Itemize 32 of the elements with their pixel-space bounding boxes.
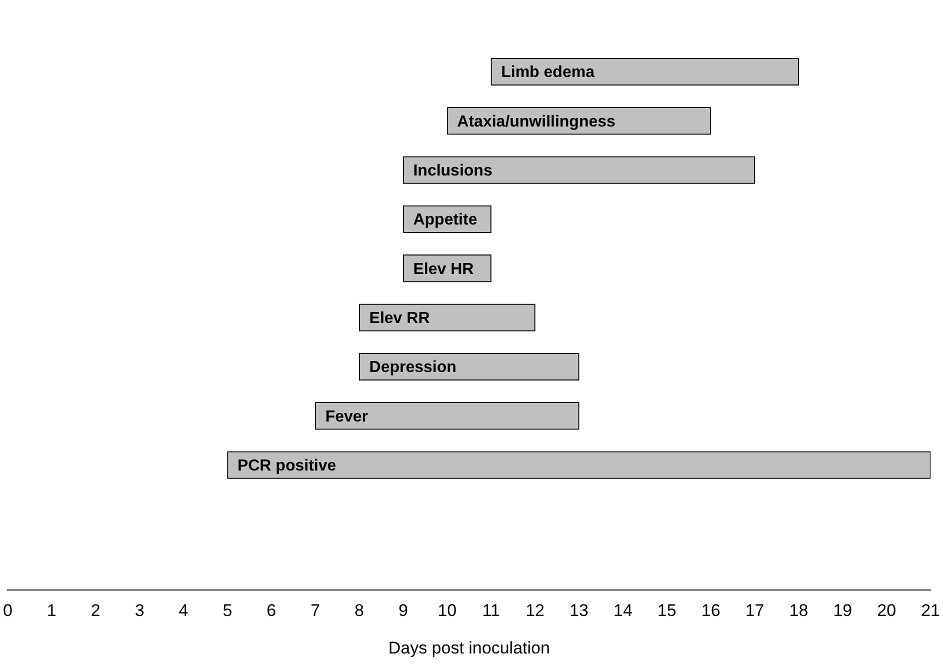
x-tick-label: 15: [657, 601, 676, 620]
x-tick-label: 9: [398, 601, 408, 620]
x-axis-title: Days post inoculation: [388, 638, 550, 658]
x-tick-label: 19: [833, 601, 852, 620]
x-tick-label: 11: [482, 601, 500, 620]
x-tick-label: 4: [178, 601, 188, 620]
x-tick-label: 2: [90, 601, 100, 620]
y-tick-label: Appetite: [413, 212, 478, 229]
x-tick-label: 20: [877, 601, 896, 620]
y-tick-label: Elev RR: [369, 310, 430, 327]
x-tick-label: 12: [526, 601, 545, 620]
x-tick-label: 18: [789, 601, 808, 620]
y-tick-label: PCR positive: [237, 457, 336, 474]
x-tick-label: 21: [921, 601, 940, 620]
x-tick-label: 0: [2, 601, 12, 620]
x-tick-label: 16: [701, 601, 720, 620]
y-tick-label: Ataxia/unwillingness: [457, 113, 616, 130]
x-tick-label: 13: [570, 601, 588, 620]
x-tick-label: 6: [266, 601, 276, 620]
x-tick-label: 10: [438, 601, 457, 620]
y-tick-label: Inclusions: [413, 162, 492, 180]
x-tick-label: 7: [310, 601, 320, 620]
x-tick-label: 3: [134, 601, 144, 620]
y-tick-label: Limb edema: [501, 64, 595, 82]
x-tick-label: 17: [745, 601, 764, 620]
x-tick-label: 1: [46, 601, 56, 620]
y-tick-label: Depression: [369, 359, 456, 376]
y-tick-label: Fever: [325, 408, 368, 426]
x-tick-label: 14: [613, 601, 632, 620]
y-tick-label: Elev HR: [413, 260, 474, 278]
x-tick-label: 5: [222, 601, 232, 620]
x-tick-label: 8: [354, 601, 364, 620]
